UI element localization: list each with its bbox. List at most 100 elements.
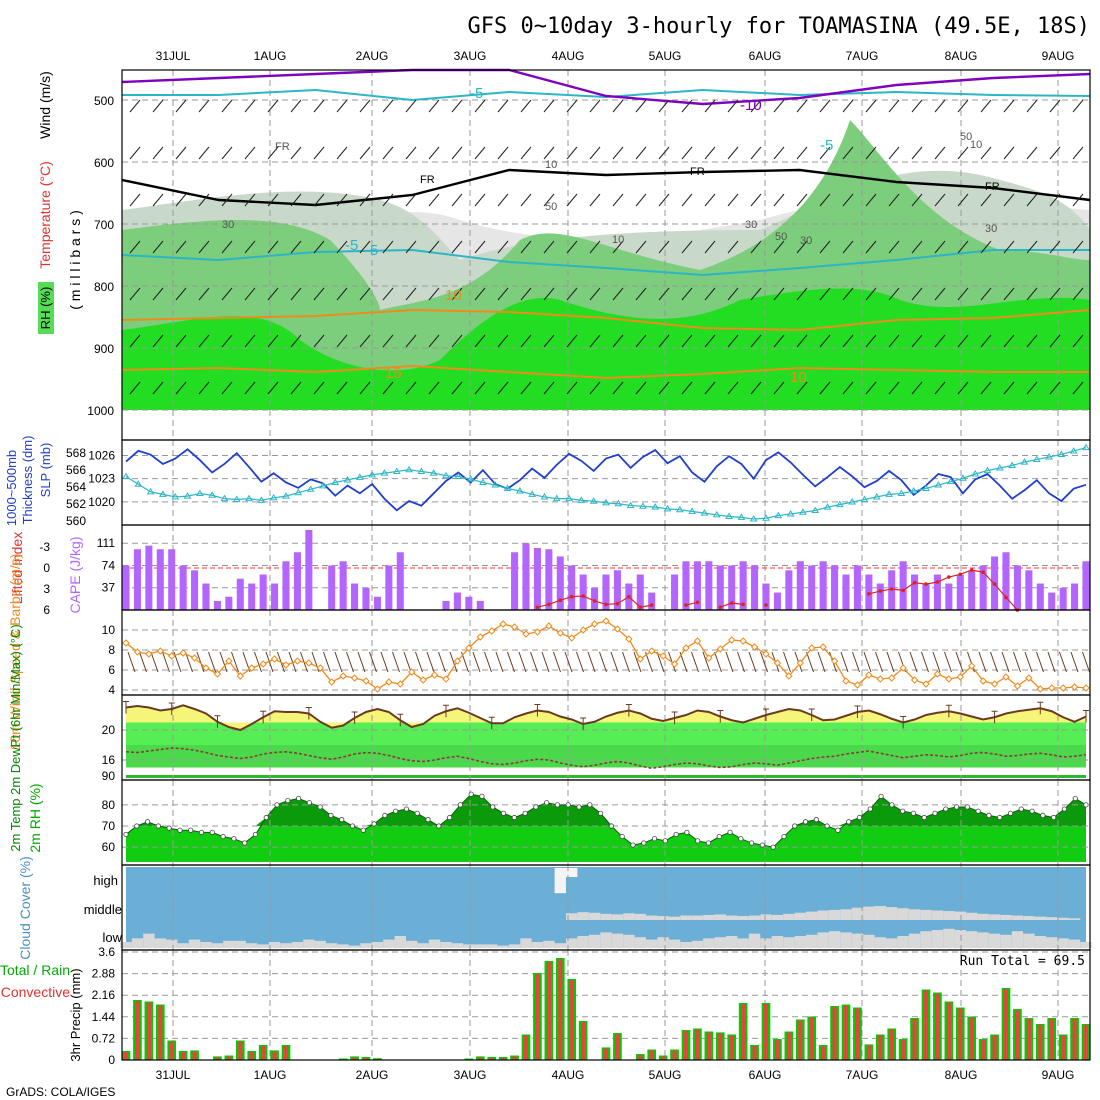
thickness-point [577,496,586,503]
thickness-point [417,467,426,474]
cloud-mid-bar [1000,914,1012,920]
wind-barb [1072,381,1084,395]
wind-barb [911,193,923,207]
wind-barb [819,381,831,395]
rh-point [705,840,712,846]
wind-barb [796,287,808,301]
wind-barb [543,287,555,301]
wind-speed-point [625,635,633,643]
wind-barb [957,240,969,254]
precip-convective-bar [283,1046,289,1060]
contour-label: 10 [612,234,624,246]
rh-point [123,831,129,838]
contour-label: 50 [960,131,972,143]
precip-convective-bar [821,1046,826,1060]
wind-barb [497,146,509,160]
precip-convective-bar [672,1050,677,1060]
cape-bar [762,583,770,610]
cape-bar [568,565,576,610]
temp-minmax-bar [123,701,129,714]
cape-bar [876,583,884,610]
wind-barb-10m [495,651,504,673]
cloud-mid-bar [840,909,852,920]
date-label-bottom: 1AUG [254,1068,287,1082]
label-li: Lifted Index [9,532,25,604]
contour-label: 5 [370,242,378,259]
date-label-top: 1AUG [254,49,287,63]
wind-barb [290,193,302,207]
cape-bar [442,600,450,610]
cape-bar [773,592,781,610]
wind-barb [359,193,371,207]
contour-label: -10 [740,97,762,114]
wind-speed-point [602,617,610,625]
wind-speed-point [750,643,759,651]
rh-point [144,819,151,825]
wind-speed-point [590,620,599,628]
cloud-low-bar [303,939,315,948]
thickness-point [466,475,475,482]
wind-barb [336,193,348,207]
cape-bar [145,545,153,610]
cloud-low-bar [794,936,806,948]
rh-point [900,808,906,814]
wind-barb [520,381,532,395]
thickness-point [700,509,709,516]
cape-bar [808,565,816,610]
thickness-point [983,466,992,474]
wind-speed-point [408,668,416,676]
wind-barb [911,381,923,395]
cloud-mid-bar [668,916,681,920]
thickness-point [1069,447,1078,454]
cape-bar [956,574,964,610]
contour-label: 30 [800,235,812,247]
cloud-low-bar [703,938,715,948]
rh-area [126,794,1086,862]
label-precip-conv: Convective [1,984,70,1000]
wind-barb [313,334,325,348]
wind-speed-point [705,654,713,662]
wind-barb [543,193,555,207]
wind-barb [865,146,877,160]
wind-barb [382,99,394,113]
date-label-bottom: 2AUG [356,1068,389,1082]
precip-convective-bar [923,990,929,1060]
wind-speed-point [145,650,153,658]
contour-label: FR [275,141,290,153]
thickness-point [922,484,930,491]
cape-bar [785,570,793,610]
precip-convective-bar [1061,1035,1066,1060]
wind-barb [658,287,670,301]
cloud-low-bar [577,936,589,948]
cloud-low-bar [337,944,349,948]
cape-bar [259,574,267,610]
rh-point [1018,806,1024,812]
cloud-low-bar [817,932,829,948]
rh-point [285,797,291,804]
wind-barb-10m [518,651,527,673]
cloud-mid-bar [806,911,818,920]
wind-barb-10m [840,651,849,673]
thickness-point [355,473,364,480]
rh-point [673,831,679,838]
wind-barb [681,287,693,301]
cloud-low-bar [394,936,406,948]
thickness-point [737,513,746,520]
cloud-low-bar [646,939,658,948]
cloud-low-bar [886,938,898,948]
contour-label: 30 [985,223,997,235]
wind-barb [1003,193,1015,207]
cape-bar [1013,565,1021,610]
wind-barb [842,381,854,395]
wind-speed-point [979,677,987,685]
rh-panel: 80 70 60 [102,779,1091,866]
contour-label: 30 [745,219,757,231]
ytick-cape: 74 [102,558,116,572]
wind-barb-10m [484,651,492,673]
cloud-low-bar [166,939,178,948]
wind-barb-10m [875,651,883,673]
precip-convective-bar [261,1046,266,1060]
wind-speed-point [613,625,622,633]
rh-point [824,823,830,829]
temp-minmax-bar [580,717,587,730]
